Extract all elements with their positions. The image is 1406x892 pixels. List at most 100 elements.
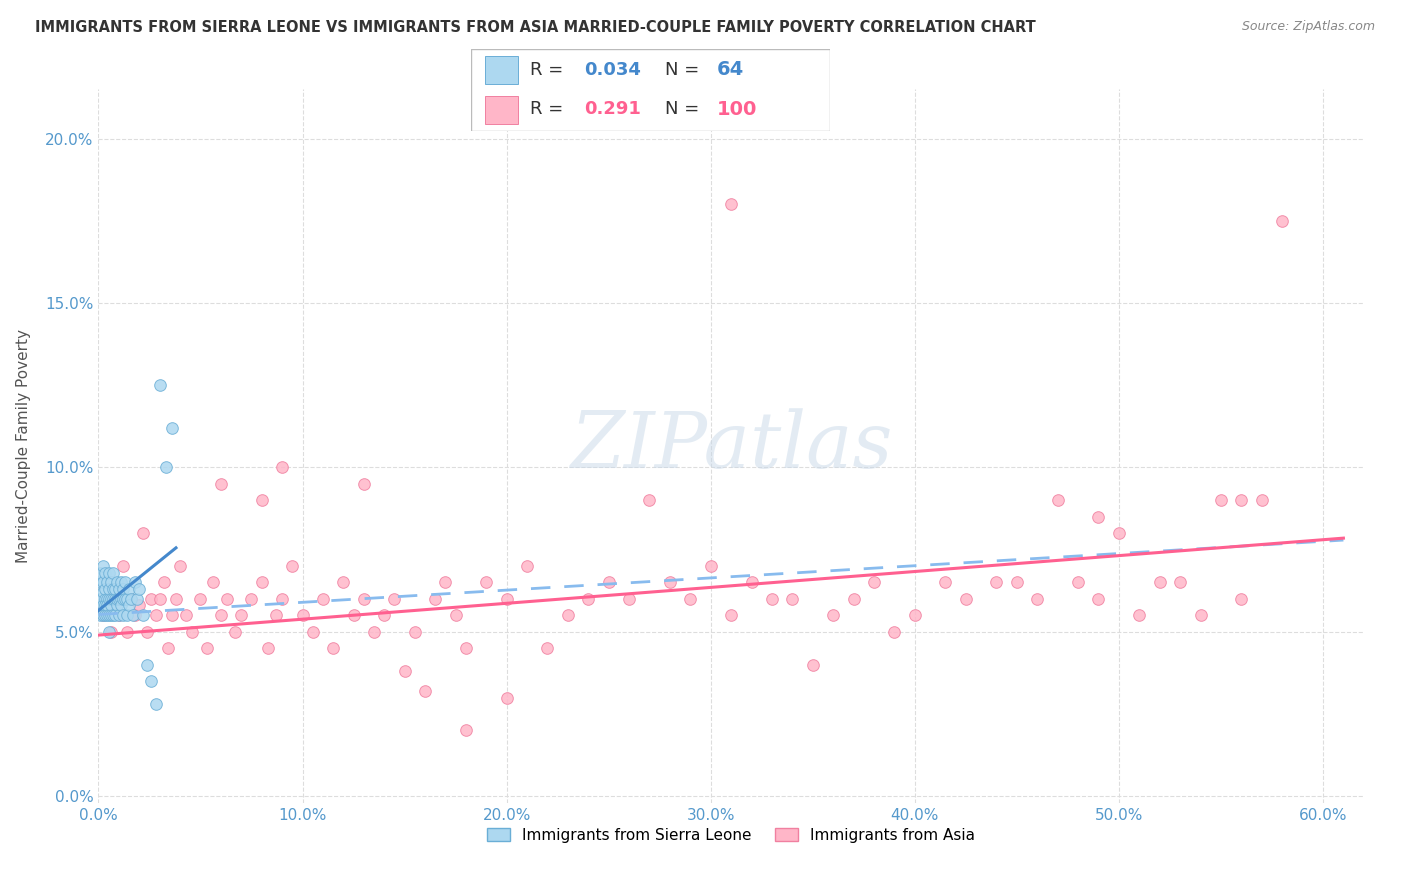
Point (111, 559, 134, 574)
Point (291, 608, 314, 623)
Point (863, 575, 886, 590)
Point (89, 608, 111, 623)
Point (96, 591, 118, 606)
Point (149, 591, 172, 606)
Point (91, 608, 114, 623)
Point (332, 575, 354, 590)
Point (93, 599, 115, 613)
Point (152, 575, 174, 590)
Point (104, 591, 127, 606)
Point (638, 493, 661, 508)
FancyBboxPatch shape (471, 49, 830, 131)
Point (108, 582, 131, 596)
Point (120, 591, 142, 606)
Point (195, 641, 218, 656)
Point (91, 575, 114, 590)
Point (801, 657, 824, 672)
Point (699, 559, 721, 574)
Point (617, 591, 640, 606)
Point (97, 624, 120, 639)
Point (516, 559, 538, 574)
Point (264, 608, 287, 623)
Point (118, 582, 141, 596)
Point (215, 591, 238, 606)
Point (108, 591, 131, 606)
Point (110, 591, 132, 606)
Point (224, 624, 246, 639)
Point (720, 197, 742, 211)
Point (353, 476, 375, 491)
Point (434, 575, 457, 590)
Text: R =: R = (530, 101, 564, 119)
Point (679, 591, 702, 606)
Point (240, 591, 263, 606)
Point (160, 608, 183, 623)
Point (174, 608, 197, 623)
Point (141, 591, 163, 606)
Point (89, 566, 111, 580)
Point (101, 591, 124, 606)
Point (1271, 213, 1294, 227)
Point (1128, 608, 1150, 623)
Point (110, 575, 132, 590)
Point (363, 624, 385, 639)
Point (145, 697, 167, 711)
Point (96, 591, 118, 606)
Point (301, 624, 323, 639)
Point (454, 641, 477, 656)
Point (1149, 575, 1171, 590)
Point (1250, 493, 1272, 508)
Point (100, 608, 122, 623)
Point (576, 591, 599, 606)
Point (155, 460, 177, 475)
Point (404, 624, 426, 639)
Point (209, 608, 232, 623)
Point (934, 575, 956, 590)
Point (557, 608, 579, 623)
Point (100, 624, 122, 639)
Point (1230, 591, 1253, 606)
Point (115, 591, 138, 606)
Point (598, 575, 620, 590)
Point (128, 599, 150, 613)
Point (741, 575, 763, 590)
Point (1168, 575, 1191, 590)
Point (108, 608, 131, 623)
Point (96, 599, 118, 613)
Point (96, 575, 118, 590)
Point (353, 591, 375, 606)
Point (127, 591, 149, 606)
Point (101, 582, 124, 596)
Point (955, 591, 977, 606)
Point (201, 575, 224, 590)
Point (111, 608, 134, 623)
Point (104, 599, 127, 613)
Text: 64: 64 (717, 61, 744, 79)
Point (209, 476, 232, 491)
Point (114, 591, 136, 606)
Point (97, 591, 120, 606)
Text: 100: 100 (717, 100, 756, 119)
Point (1230, 493, 1253, 508)
Point (271, 591, 294, 606)
Point (110, 599, 132, 613)
Point (156, 641, 179, 656)
Point (536, 641, 558, 656)
Point (93, 591, 115, 606)
Point (97, 608, 120, 623)
Point (823, 608, 845, 623)
Point (904, 608, 927, 623)
Point (105, 575, 128, 590)
Point (122, 608, 145, 623)
Point (145, 608, 167, 623)
Point (1026, 591, 1049, 606)
Point (1209, 493, 1232, 508)
Point (256, 641, 278, 656)
Point (104, 582, 127, 596)
Text: N =: N = (665, 101, 699, 119)
Point (1087, 509, 1109, 524)
Point (342, 608, 364, 623)
Point (1108, 526, 1130, 541)
Point (93, 608, 115, 623)
Point (128, 582, 150, 596)
